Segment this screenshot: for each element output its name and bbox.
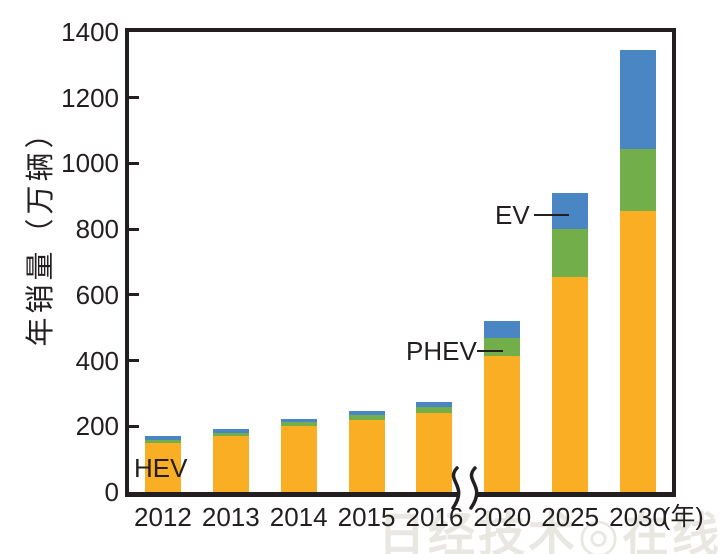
- bar-segment-phev: [620, 148, 657, 212]
- y-axis-tick-label-400: 400: [75, 345, 119, 376]
- axis-break-icon: [451, 466, 479, 510]
- x-axis-label-2015: 2015: [337, 502, 396, 532]
- bar-segment-phev: [280, 422, 317, 427]
- bar-2030: [620, 50, 657, 492]
- y-axis-tick-label-200: 200: [75, 411, 119, 442]
- y-tick-mark-1200: [129, 96, 139, 100]
- annotation-ev-line: [534, 214, 569, 216]
- y-axis-tick-label-1200: 1200: [61, 82, 119, 113]
- x-axis-label-2020: 2020: [473, 502, 532, 532]
- annotation-ev-label: EV: [495, 200, 530, 230]
- annotation-phev-line: [477, 350, 503, 352]
- bar-segment-ev: [552, 193, 589, 230]
- y-axis-tick-labels: 0 200 400 600 800 1000 1200 1400: [0, 0, 119, 554]
- y-tick-mark-1000: [129, 161, 139, 165]
- bar-segment-ev: [348, 410, 385, 415]
- y-axis-tick-label-1000: 1000: [61, 148, 119, 179]
- bar-segment-ev: [144, 435, 181, 441]
- bar-segment-hev: [280, 426, 317, 492]
- bar-2013: [212, 428, 249, 492]
- y-axis-tick-label-800: 800: [75, 214, 119, 245]
- watermark: 日经技术◎在线!: [378, 508, 724, 554]
- bar-segment-phev: [212, 432, 249, 437]
- bar-segment-phev: [348, 414, 385, 420]
- x-axis-label-2030: 2030: [609, 502, 667, 532]
- bar-segment-hev: [552, 276, 589, 492]
- bar-segment-ev: [212, 428, 249, 433]
- bar-segment-phev: [416, 407, 453, 414]
- bar-2016: [416, 401, 453, 492]
- bar-segment-ev: [620, 50, 657, 149]
- x-axis-label-2012: 2012: [134, 502, 192, 532]
- y-tick-mark-200: [129, 424, 139, 428]
- x-axis-label-2013: 2013: [201, 502, 260, 532]
- bar-segment-hev: [144, 442, 181, 492]
- y-axis-tick-label-600: 600: [75, 279, 119, 310]
- bar-2020: [484, 321, 521, 492]
- bar-segment-hev: [484, 355, 521, 492]
- y-tick-mark-600: [129, 293, 139, 297]
- plot-area: [125, 28, 676, 497]
- bar-2015: [348, 410, 385, 492]
- bar-segment-phev: [144, 440, 181, 443]
- bar-segment-ev: [484, 321, 521, 338]
- bar-segment-hev: [416, 413, 453, 492]
- bar-2012: [144, 435, 181, 492]
- bar-segment-ev: [280, 418, 317, 423]
- x-axis-label-2025: 2025: [541, 502, 600, 532]
- x-axis-unit-label: (年): [662, 503, 704, 531]
- bar-segment-hev: [620, 211, 657, 492]
- y-tick-mark-800: [129, 227, 139, 231]
- y-tick-mark-400: [129, 359, 139, 363]
- x-axis-label-2014: 2014: [269, 502, 328, 532]
- bar-2014: [280, 418, 317, 492]
- annotation-hev-label: HEV: [134, 453, 188, 483]
- annotation-phev-label: PHEV: [406, 336, 477, 366]
- bar-segment-hev: [212, 436, 249, 492]
- bar-segment-hev: [348, 419, 385, 492]
- bars-layer: [129, 32, 672, 492]
- y-axis-tick-label-1400: 1400: [61, 17, 119, 47]
- bar-segment-phev: [552, 229, 589, 277]
- bar-segment-ev: [416, 401, 453, 408]
- y-axis-tick-label-0: 0: [104, 477, 119, 507]
- bar-2025: [552, 193, 589, 492]
